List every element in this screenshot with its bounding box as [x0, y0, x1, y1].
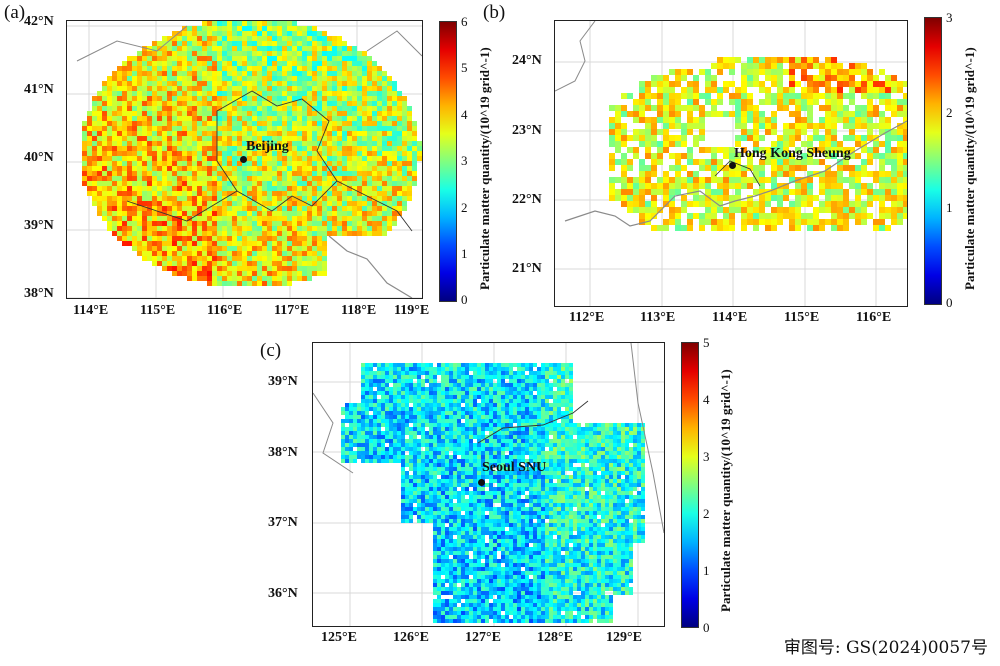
station-label: Hong Kong Sheung — [734, 146, 851, 161]
colorbar-tick: 5 — [461, 60, 468, 75]
lon-tick: 116°E — [207, 303, 243, 318]
panel-letter: (b) — [483, 2, 506, 23]
map-frame-hong-kong — [554, 20, 908, 307]
lon-tick: 112°E — [569, 310, 605, 325]
colorbar-tick: 1 — [703, 563, 710, 578]
pm-heatmap — [609, 57, 907, 231]
lon-tick: 125°E — [321, 630, 357, 645]
colorbar-tick: 4 — [461, 107, 468, 122]
lon-tick: 115°E — [140, 303, 176, 318]
lat-tick: 22°N — [512, 192, 542, 207]
lat-tick: 38°N — [268, 445, 298, 460]
lat-tick: 23°N — [512, 123, 542, 138]
coastline — [76, 25, 422, 62]
colorbar-tick: 2 — [946, 105, 953, 120]
coastline — [313, 392, 354, 474]
coastline — [555, 21, 596, 92]
lat-tick: 21°N — [512, 261, 542, 276]
panel-letter: (c) — [260, 340, 282, 361]
lon-tick: 119°E — [394, 303, 430, 318]
lat-tick: 41°N — [24, 82, 54, 97]
colorbar — [439, 21, 457, 302]
coastline — [564, 120, 907, 227]
lon-tick: 113°E — [640, 310, 676, 325]
colorbar-tick: 2 — [703, 506, 710, 521]
colorbar-tick: 0 — [946, 295, 953, 310]
colorbar-tick: 3 — [946, 10, 953, 25]
colorbar — [924, 17, 942, 305]
lon-tick: 117°E — [274, 303, 310, 318]
colorbar — [681, 342, 699, 628]
lon-tick: 114°E — [712, 310, 748, 325]
lat-tick: 40°N — [24, 150, 54, 165]
colorbar-tick: 3 — [461, 153, 468, 168]
province-boundary — [477, 400, 589, 444]
lon-tick: 118°E — [341, 303, 377, 318]
particulate-matter-map-hong-kong — [555, 21, 907, 306]
province-boundary — [714, 160, 761, 187]
lon-tick: 129°E — [606, 630, 642, 645]
lon-tick: 115°E — [784, 310, 820, 325]
colorbar-tick: 0 — [461, 292, 468, 307]
colorbar-tick: 3 — [703, 449, 710, 464]
station-marker — [240, 156, 247, 163]
lat-tick: 24°N — [512, 53, 542, 68]
lon-tick: 128°E — [537, 630, 573, 645]
lon-tick: 116°E — [856, 310, 892, 325]
coastline — [328, 235, 413, 298]
station-marker — [729, 162, 736, 169]
colorbar-tick: 1 — [461, 246, 468, 261]
lat-tick: 39°N — [24, 218, 54, 233]
pm-heatmap — [341, 363, 645, 623]
colorbar-label: Particulate matter quantity/(10^19 grid^… — [477, 47, 492, 290]
colorbar-tick: 0 — [703, 620, 710, 635]
lon-tick: 114°E — [73, 303, 109, 318]
colorbar-tick: 4 — [703, 392, 710, 407]
particulate-matter-map-seoul — [313, 343, 664, 626]
station-label: Seoul SNU — [482, 460, 547, 475]
station-marker — [478, 479, 485, 486]
colorbar-label: Particulate matter quantity/(10^19 grid^… — [962, 47, 977, 290]
colorbar-tick: 5 — [703, 335, 710, 350]
lat-tick: 37°N — [268, 515, 298, 530]
colorbar-label: Particulate matter quantity/(10^19 grid^… — [718, 369, 733, 612]
lon-tick: 126°E — [393, 630, 429, 645]
colorbar-tick: 6 — [461, 14, 468, 29]
lat-tick: 38°N — [24, 286, 54, 301]
province-boundary — [126, 180, 413, 232]
panel-letter: (a) — [4, 2, 26, 23]
colorbar-tick: 1 — [946, 200, 953, 215]
particulate-matter-map-beijing — [67, 21, 422, 298]
map-frame-seoul — [312, 342, 665, 627]
lat-tick: 39°N — [268, 374, 298, 389]
station-label: Beijing — [246, 139, 289, 154]
map-review-number: 审图号: GS(2024)0057号 — [783, 638, 988, 658]
colorbar-tick: 2 — [461, 200, 468, 215]
lon-tick: 127°E — [465, 630, 501, 645]
lat-tick: 36°N — [268, 586, 298, 601]
lat-tick: 42°N — [24, 14, 54, 29]
coastline — [630, 343, 664, 534]
